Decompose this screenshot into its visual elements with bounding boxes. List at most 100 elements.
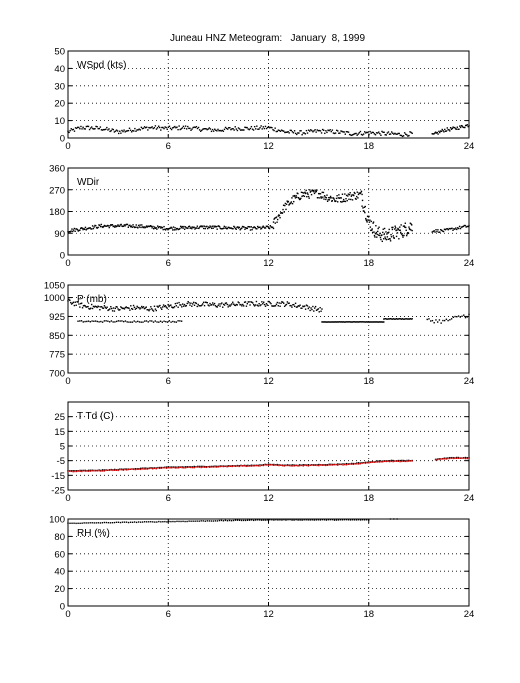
data-point — [468, 313, 470, 316]
data-point — [101, 470, 104, 472]
data-point — [110, 306, 112, 308]
chart-title: Juneau HNZ Meteogram: January 8, 1999 — [169, 33, 366, 44]
data-point — [243, 465, 246, 467]
data-point — [123, 129, 125, 131]
data-point — [393, 518, 395, 520]
data-point — [354, 192, 356, 195]
data-point — [298, 132, 300, 134]
data-point — [305, 519, 307, 521]
data-point — [357, 133, 359, 135]
data-point — [174, 466, 176, 468]
data-point — [230, 128, 232, 131]
data-point — [69, 299, 71, 302]
y-tick-label: 40 — [54, 567, 65, 578]
y-tick-label: 20 — [54, 584, 65, 595]
data-point — [245, 126, 247, 129]
data-point — [106, 126, 108, 129]
data-point — [450, 128, 453, 130]
data-point — [307, 129, 310, 131]
data-point — [359, 192, 361, 195]
data-point — [286, 301, 289, 303]
data-point — [231, 128, 233, 130]
data-series-3 — [361, 199, 413, 243]
data-point — [207, 128, 209, 130]
data-point — [264, 305, 267, 307]
data-point — [258, 128, 260, 130]
data-point — [128, 224, 130, 227]
data-point — [137, 129, 139, 131]
data-point — [128, 127, 131, 129]
data-point — [466, 457, 468, 460]
data-point — [401, 233, 403, 235]
data-point — [262, 225, 264, 227]
data-point — [277, 215, 279, 217]
data-point — [192, 520, 194, 522]
data-point — [216, 465, 218, 468]
data-point — [167, 303, 169, 306]
data-point — [179, 466, 182, 468]
data-point — [227, 306, 229, 308]
x-tick-label: 6 — [166, 141, 171, 152]
data-point — [96, 320, 99, 323]
data-point — [464, 224, 466, 227]
data-point — [154, 320, 156, 322]
data-point — [247, 465, 249, 467]
data-point — [454, 315, 456, 318]
data-point — [332, 321, 335, 323]
data-point — [410, 318, 412, 320]
data-point — [319, 519, 322, 521]
data-point — [151, 126, 153, 128]
data-point — [290, 465, 292, 467]
data-point — [75, 470, 78, 473]
y-tick-label: 20 — [54, 99, 65, 110]
data-point — [80, 302, 82, 305]
data-point — [360, 133, 363, 136]
data-point — [303, 519, 305, 521]
data-point — [206, 227, 209, 230]
data-point — [452, 126, 454, 128]
data-point — [340, 197, 342, 199]
data-point — [408, 226, 410, 228]
data-point — [319, 130, 322, 132]
data-point — [354, 132, 356, 135]
data-point — [228, 304, 230, 306]
data-point — [457, 128, 459, 131]
data-point — [305, 304, 308, 306]
data-point — [380, 461, 382, 463]
data-point — [224, 126, 227, 129]
data-point — [253, 226, 256, 228]
data-point — [146, 226, 149, 228]
data-point — [221, 465, 223, 468]
data-point — [245, 464, 247, 467]
data-point — [94, 305, 97, 307]
data-point — [351, 321, 354, 323]
plot-frame — [67, 50, 470, 139]
data-point — [267, 300, 269, 303]
data-point — [411, 318, 413, 320]
data-point — [299, 464, 301, 467]
x-tick-label: 12 — [263, 258, 274, 269]
data-point — [357, 193, 360, 196]
data-point — [143, 226, 145, 228]
data-point — [212, 302, 214, 304]
data-point — [342, 464, 344, 466]
x-tick-label: 18 — [363, 493, 374, 504]
data-point — [107, 225, 110, 227]
data-point — [191, 466, 194, 469]
data-point — [256, 228, 258, 230]
data-point — [169, 227, 172, 229]
data-point — [284, 204, 286, 207]
data-point — [81, 522, 83, 524]
data-point — [168, 305, 170, 308]
data-point — [400, 134, 403, 137]
data-point — [304, 464, 306, 467]
data-point — [359, 130, 362, 133]
data-point — [91, 228, 93, 230]
data-point — [292, 132, 295, 134]
data-point — [126, 223, 129, 226]
data-point — [277, 129, 280, 131]
data-point — [318, 193, 320, 195]
data-point — [315, 309, 318, 311]
data-point — [109, 225, 111, 227]
